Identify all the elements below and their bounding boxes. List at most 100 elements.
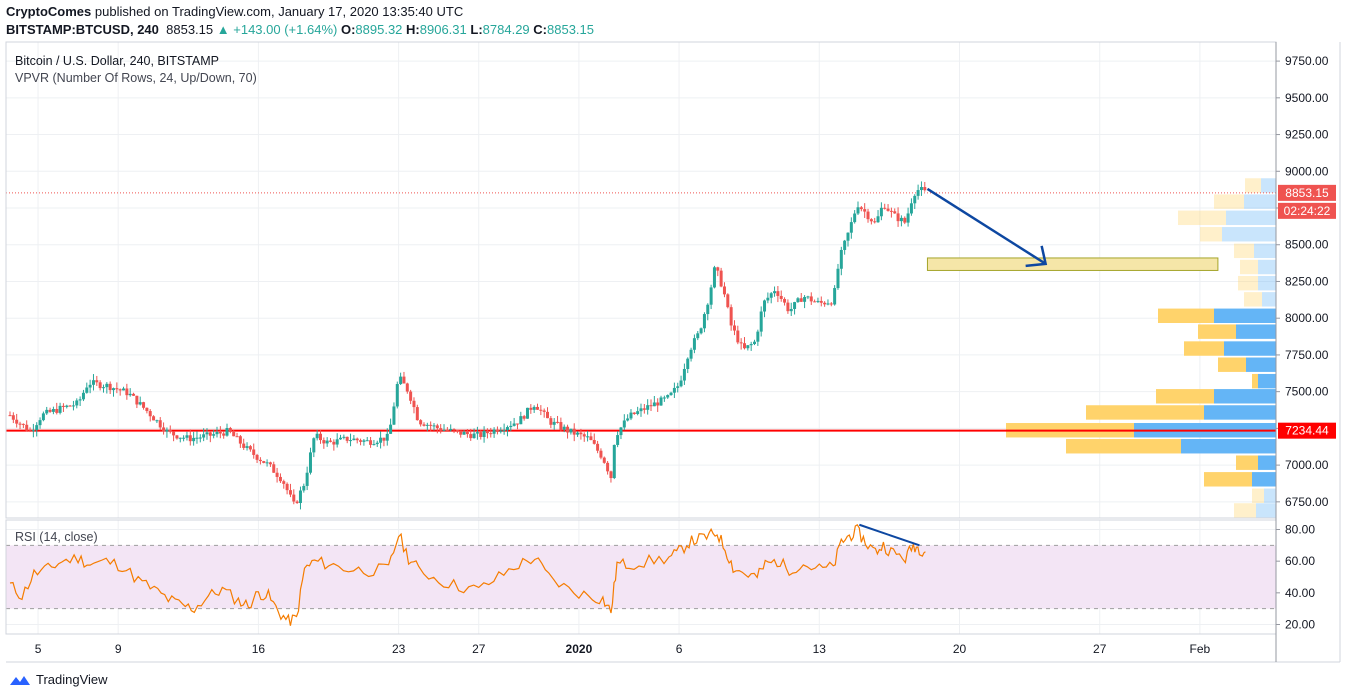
- publisher-name[interactable]: CryptoComes: [6, 4, 92, 19]
- support-price-badge-bg: [1278, 422, 1336, 439]
- candle-body: [265, 462, 269, 464]
- candle-body: [419, 420, 423, 425]
- candle-body: [552, 421, 556, 425]
- candle-body: [829, 303, 833, 305]
- time-tick-label: 20: [953, 642, 967, 656]
- candle-body: [783, 298, 787, 303]
- rsi-tick-label: 20.00: [1285, 618, 1315, 632]
- vpvr-down-volume-bar: [1238, 275, 1258, 291]
- vpvr-legend[interactable]: VPVR (Number Of Rows, 24, Up/Down, 70): [15, 71, 257, 85]
- candle-body: [836, 268, 840, 289]
- time-tick-label: 13: [813, 642, 827, 656]
- candle-body: [499, 430, 503, 432]
- candle-body: [85, 387, 89, 393]
- candle-body: [168, 429, 172, 432]
- candle-body: [883, 207, 887, 209]
- candle-body: [522, 416, 526, 419]
- candle-body: [372, 444, 376, 446]
- price-tick-label: 6750.00: [1285, 495, 1329, 509]
- candle-body: [903, 217, 907, 223]
- candle-body: [619, 427, 623, 436]
- candle-body: [339, 437, 343, 440]
- candle-body: [869, 219, 873, 222]
- vpvr-down-volume-bar: [1252, 488, 1264, 503]
- candle-body: [225, 428, 229, 436]
- candle-body: [25, 424, 29, 431]
- candle-body: [325, 440, 329, 444]
- vpvr-up-volume-bar: [1181, 439, 1276, 454]
- vpvr-up-volume-bar: [1258, 275, 1276, 291]
- candle-body: [81, 392, 85, 400]
- candle-body: [58, 405, 62, 413]
- candle-body: [98, 382, 102, 389]
- candle-body: [28, 430, 32, 432]
- candle-body: [809, 296, 813, 302]
- vpvr-down-volume-bar: [1204, 472, 1252, 487]
- candle-body: [502, 430, 506, 432]
- candle-body: [886, 208, 890, 211]
- candle-body: [455, 430, 459, 432]
- candle-body: [379, 437, 383, 443]
- candle-body: [415, 407, 419, 421]
- candle-body: [258, 459, 262, 462]
- candle-body: [843, 240, 847, 250]
- vpvr-up-volume-bar: [1258, 259, 1276, 275]
- candle-body: [529, 407, 533, 410]
- candle-body: [188, 435, 192, 442]
- candle-body: [308, 452, 312, 473]
- candle-body: [95, 380, 99, 383]
- rsi-divergence-line: [859, 523, 920, 547]
- tradingview-footer[interactable]: TradingView: [8, 672, 108, 687]
- tradingview-brand: TradingView: [36, 672, 108, 687]
- candle-body: [739, 342, 743, 344]
- candle-body: [669, 392, 673, 396]
- candle-body: [462, 431, 466, 435]
- candle-body: [15, 419, 19, 424]
- candle-body: [68, 405, 72, 407]
- candle-body: [45, 409, 49, 414]
- candle-body: [599, 450, 603, 458]
- candle-body: [208, 432, 212, 436]
- candle-body: [726, 294, 730, 308]
- candle-body: [813, 301, 817, 303]
- low-label: L:: [470, 22, 483, 37]
- candle-body: [719, 270, 723, 287]
- candlestick-series: [8, 181, 927, 510]
- candle-body: [709, 287, 713, 305]
- candle-body: [789, 308, 793, 312]
- candle-body: [91, 380, 95, 385]
- candle-body: [616, 435, 620, 445]
- candle-body: [445, 429, 449, 431]
- vpvr-up-volume-bar: [1204, 405, 1276, 420]
- candle-body: [586, 436, 590, 438]
- candle-body: [352, 438, 356, 441]
- candle-body: [649, 405, 653, 407]
- vpvr-up-volume-bar: [1261, 178, 1276, 193]
- candle-body: [429, 424, 433, 426]
- time-tick-label: 6: [676, 642, 683, 656]
- price-tick-label: 9750.00: [1285, 54, 1329, 68]
- candle-body: [405, 383, 409, 392]
- candle-body: [659, 397, 663, 406]
- candle-body: [562, 426, 566, 430]
- candle-body: [866, 211, 870, 220]
- candle-body: [839, 249, 843, 269]
- candle-body: [48, 409, 52, 412]
- candle-body: [746, 345, 750, 349]
- candle-body: [889, 210, 893, 212]
- support-price-badge: 7234.44: [1285, 424, 1329, 438]
- candle-body: [8, 415, 12, 417]
- vpvr-down-volume-bar: [1252, 373, 1258, 389]
- candle-body: [879, 207, 883, 217]
- high-label: H:: [406, 22, 420, 37]
- rsi-legend[interactable]: RSI (14, close): [15, 530, 98, 544]
- series-legend[interactable]: Bitcoin / U.S. Dollar, 240, BITSTAMP: [15, 54, 220, 68]
- rsi-band: [6, 545, 1276, 609]
- vpvr-up-volume-bar: [1258, 373, 1276, 389]
- candle-body: [402, 376, 406, 384]
- candle-body: [31, 430, 35, 432]
- candle-body: [512, 423, 516, 426]
- candle-body: [776, 291, 780, 296]
- support-line-layer: [6, 192, 1276, 432]
